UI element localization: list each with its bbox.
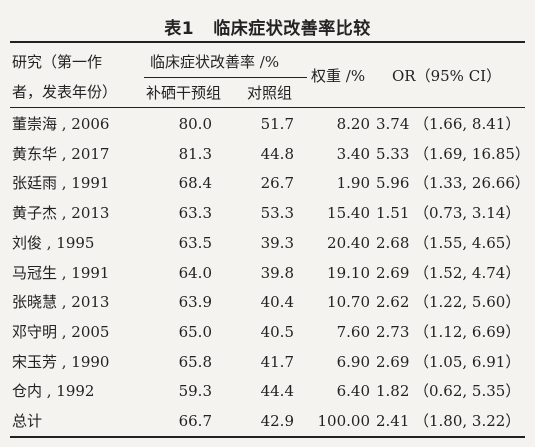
cell-study: 仓内 , 1992 <box>12 382 95 401</box>
cell-odds-ratio: 2.69 <box>376 263 410 282</box>
cell-control-rate: 26.7 <box>260 174 294 193</box>
cell-odds-ratio: 2.62 <box>376 293 410 312</box>
cell-control-rate: 44.8 <box>260 144 294 163</box>
cell-weight: 10.70 <box>327 293 370 312</box>
cell-treatment-rate: 65.0 <box>178 322 212 341</box>
cell-odds-ratio: 2.69 <box>376 352 410 371</box>
cell-confidence-interval: （0.73, 3.14） <box>414 204 521 223</box>
header-treatment-group: 补硒干预组 <box>146 84 222 102</box>
cell-odds-ratio: 5.33 <box>376 144 410 163</box>
table-header-rule <box>10 107 525 108</box>
cell-weight: 7.60 <box>336 322 370 341</box>
cell-control-rate: 39.3 <box>260 233 294 252</box>
cell-study: 黄子杰 , 2013 <box>12 204 110 223</box>
table-row: 宋玉芳 , 1990 65.8 41.7 6.90 2.69 （1.05, 6.91） <box>0 347 535 377</box>
table-row: 仓内 , 1992 59.3 44.4 6.40 1.82 （0.62, 5.35） <box>0 376 535 406</box>
cell-confidence-interval: （1.66, 8.41） <box>414 115 521 133</box>
cell-treatment-rate: 68.4 <box>178 174 212 193</box>
cell-odds-ratio: 3.74 <box>376 115 410 133</box>
cell-confidence-interval: （0.62, 5.35） <box>414 382 521 401</box>
cell-confidence-interval: （1.22, 5.60） <box>414 293 521 312</box>
header-study-line2: 者，发表年份） <box>12 83 118 101</box>
header-control-group: 对照组 <box>247 84 293 102</box>
cell-study: 张廷雨 , 1991 <box>12 174 110 193</box>
cell-confidence-interval: （1.33, 26.66） <box>414 174 530 193</box>
cell-odds-ratio: 2.73 <box>376 322 410 341</box>
cell-confidence-interval: （1.55, 4.65） <box>414 233 521 252</box>
cell-weight: 3.40 <box>336 144 370 163</box>
header-weight: 权重 /% <box>311 67 366 85</box>
cell-odds-ratio: 1.51 <box>376 204 410 223</box>
cell-control-rate: 41.7 <box>260 352 294 371</box>
table-row: 邓守明 , 2005 65.0 40.5 7.60 2.73 （1.12, 6.69） <box>0 317 535 347</box>
cell-odds-ratio: 2.41 <box>376 412 410 430</box>
table-bottom-rule <box>10 436 525 438</box>
table-row: 黄东华 , 2017 81.3 44.8 3.40 5.33 （1.69, 16.85） <box>0 139 535 169</box>
cell-weight: 100.00 <box>317 412 371 430</box>
header-improvement-rate: 临床症状改善率 /% <box>150 53 280 71</box>
cell-treatment-rate: 66.7 <box>178 412 212 430</box>
cell-control-rate: 42.9 <box>260 412 294 430</box>
cell-confidence-interval: （1.69, 16.85） <box>414 144 530 163</box>
cell-study: 张晓慧 , 2013 <box>12 293 110 312</box>
cell-treatment-rate: 63.9 <box>178 293 212 312</box>
cell-confidence-interval: （1.80, 3.22） <box>414 412 521 430</box>
cell-odds-ratio: 2.68 <box>376 233 410 252</box>
cell-confidence-interval: （1.05, 6.91） <box>414 352 521 371</box>
cell-treatment-rate: 64.0 <box>178 263 212 282</box>
cell-weight: 8.20 <box>336 115 370 133</box>
cell-control-rate: 40.5 <box>260 322 294 341</box>
cell-study: 黄东华 , 2017 <box>12 144 110 163</box>
cell-treatment-rate: 59.3 <box>178 382 212 401</box>
table-row: 张廷雨 , 1991 68.4 26.7 1.90 5.96 （1.33, 26.66） <box>0 168 535 198</box>
table-row: 张晓慧 , 2013 63.9 40.4 10.70 2.62 （1.22, 5.60） <box>0 287 535 317</box>
cell-weight: 19.10 <box>327 263 370 282</box>
cell-control-rate: 40.4 <box>260 293 294 312</box>
cell-study: 董崇海 , 2006 <box>12 115 110 133</box>
header-group-underline <box>144 77 307 78</box>
table-caption: 表1 临床症状改善率比较 <box>164 19 371 39</box>
cell-study: 马冠生 , 1991 <box>12 263 110 282</box>
cell-control-rate: 44.4 <box>260 382 294 401</box>
cell-treatment-rate: 81.3 <box>178 144 212 163</box>
cell-control-rate: 39.8 <box>260 263 294 282</box>
cell-weight: 20.40 <box>327 233 370 252</box>
cell-study: 刘俊 , 1995 <box>12 233 95 252</box>
table-row: 马冠生 , 1991 64.0 39.8 19.10 2.69 （1.52, 4.74） <box>0 258 535 288</box>
cell-study: 邓守明 , 2005 <box>12 322 110 341</box>
cell-weight: 1.90 <box>336 174 370 193</box>
cell-treatment-rate: 63.5 <box>178 233 212 252</box>
cell-treatment-rate: 80.0 <box>178 115 212 133</box>
cell-study: 宋玉芳 , 1990 <box>12 352 110 371</box>
cell-confidence-interval: （1.52, 4.74） <box>414 263 521 282</box>
table-row: 董崇海 , 2006 80.0 51.7 8.20 3.74 （1.66, 8.41） <box>0 109 535 139</box>
cell-study: 总计 <box>12 412 43 430</box>
cell-treatment-rate: 63.3 <box>178 204 212 223</box>
cell-control-rate: 53.3 <box>260 204 294 223</box>
table-top-rule <box>10 41 525 43</box>
table-row: 黄子杰 , 2013 63.3 53.3 15.40 1.51 （0.73, 3.14） <box>0 198 535 228</box>
table-row: 刘俊 , 1995 63.5 39.3 20.40 2.68 （1.55, 4.65） <box>0 228 535 258</box>
cell-odds-ratio: 1.82 <box>376 382 410 401</box>
cell-control-rate: 51.7 <box>260 115 294 133</box>
cell-odds-ratio: 5.96 <box>376 174 410 193</box>
cell-confidence-interval: （1.12, 6.69） <box>414 322 521 341</box>
cell-weight: 15.40 <box>327 204 370 223</box>
table-row-total: 总计 66.7 42.9 100.00 2.41 （1.80, 3.22） <box>0 406 535 436</box>
cell-treatment-rate: 65.8 <box>178 352 212 371</box>
cell-weight: 6.40 <box>336 382 370 401</box>
header-odds-ratio: OR（95% CI） <box>392 67 502 85</box>
cell-weight: 6.90 <box>336 352 370 371</box>
header-study-line1: 研究（第一作 <box>12 53 103 71</box>
